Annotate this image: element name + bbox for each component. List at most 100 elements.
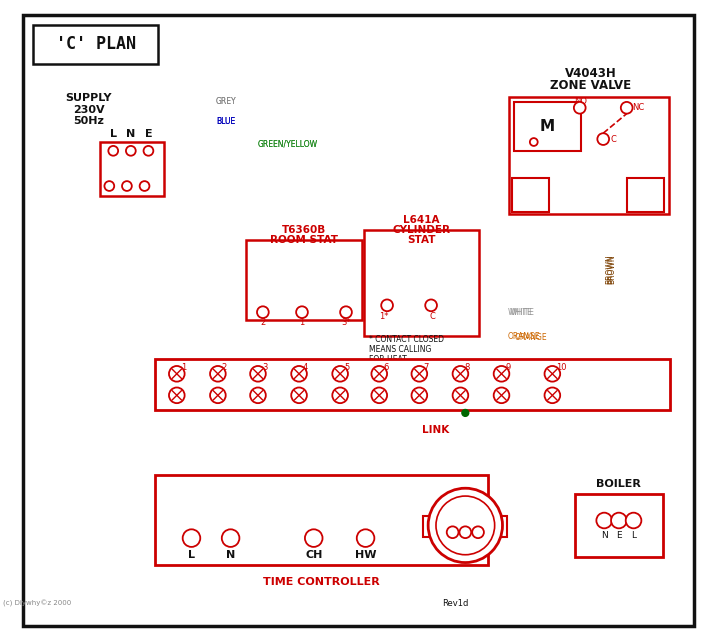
Text: 3*: 3* xyxy=(341,319,351,328)
Circle shape xyxy=(371,388,387,403)
Bar xyxy=(490,515,508,537)
Text: 1: 1 xyxy=(180,363,186,372)
Text: ZONE VALVE: ZONE VALVE xyxy=(550,79,631,92)
Text: WHITE: WHITE xyxy=(510,308,534,317)
Text: CH: CH xyxy=(305,550,322,560)
Circle shape xyxy=(436,496,495,554)
Circle shape xyxy=(472,526,484,538)
Circle shape xyxy=(291,388,307,403)
Text: C: C xyxy=(429,312,435,320)
Text: ORANGE: ORANGE xyxy=(508,332,540,341)
Circle shape xyxy=(545,388,560,403)
Bar xyxy=(33,24,158,63)
Text: T6360B: T6360B xyxy=(282,225,326,235)
Circle shape xyxy=(143,146,153,156)
Text: BOILER: BOILER xyxy=(597,479,642,489)
Circle shape xyxy=(453,366,468,381)
Circle shape xyxy=(625,513,642,528)
Circle shape xyxy=(305,529,322,547)
Text: 5: 5 xyxy=(344,363,350,372)
Circle shape xyxy=(453,388,468,403)
Circle shape xyxy=(108,146,118,156)
Circle shape xyxy=(250,366,266,381)
Circle shape xyxy=(105,181,114,191)
Circle shape xyxy=(530,138,538,146)
Circle shape xyxy=(545,366,560,381)
Circle shape xyxy=(459,526,471,538)
Bar xyxy=(246,240,362,320)
Bar xyxy=(100,142,164,196)
Text: GREEN/YELLOW: GREEN/YELLOW xyxy=(258,140,318,149)
Text: N: N xyxy=(601,531,607,540)
Text: PUMP: PUMP xyxy=(449,509,482,519)
Text: WHITE: WHITE xyxy=(508,308,532,317)
Text: CYLINDER: CYLINDER xyxy=(392,225,450,235)
Circle shape xyxy=(611,513,627,528)
Text: L: L xyxy=(110,129,117,139)
Circle shape xyxy=(126,146,135,156)
Text: GREEN/YELLOW: GREEN/YELLOW xyxy=(258,140,318,149)
Text: NO: NO xyxy=(574,97,587,106)
Text: L: L xyxy=(188,550,195,560)
Circle shape xyxy=(411,388,428,403)
Circle shape xyxy=(332,388,348,403)
Circle shape xyxy=(222,529,239,547)
Bar xyxy=(627,178,664,212)
Text: SUPPLY: SUPPLY xyxy=(65,93,112,103)
Bar xyxy=(155,474,488,565)
Circle shape xyxy=(574,102,585,113)
Text: LINK: LINK xyxy=(423,424,449,435)
Circle shape xyxy=(494,366,510,381)
Circle shape xyxy=(183,529,200,547)
Text: E: E xyxy=(145,129,152,139)
Text: TIME CONTROLLER: TIME CONTROLLER xyxy=(263,577,380,587)
Text: 7: 7 xyxy=(423,363,429,372)
Circle shape xyxy=(357,529,374,547)
Text: E: E xyxy=(463,540,468,549)
Text: STAT: STAT xyxy=(407,235,435,245)
Text: N: N xyxy=(449,540,456,549)
Text: 10: 10 xyxy=(556,363,567,372)
Text: MEANS CALLING: MEANS CALLING xyxy=(369,345,432,354)
Circle shape xyxy=(296,306,308,318)
Text: (c) Diywhy©z 2000: (c) Diywhy©z 2000 xyxy=(3,600,71,607)
Circle shape xyxy=(371,366,387,381)
Text: V4043H: V4043H xyxy=(564,67,616,80)
Circle shape xyxy=(446,526,458,538)
Circle shape xyxy=(332,366,348,381)
Text: BLUE: BLUE xyxy=(216,117,235,126)
Bar xyxy=(575,494,663,556)
Circle shape xyxy=(425,299,437,312)
Circle shape xyxy=(597,513,612,528)
Bar xyxy=(512,178,550,212)
Circle shape xyxy=(257,306,269,318)
Text: N: N xyxy=(226,550,235,560)
Circle shape xyxy=(210,388,226,403)
Text: M: M xyxy=(540,119,555,134)
Text: ORANGE: ORANGE xyxy=(515,333,547,342)
Text: 4: 4 xyxy=(303,363,308,372)
Circle shape xyxy=(428,488,503,563)
Circle shape xyxy=(462,410,469,417)
Circle shape xyxy=(411,366,428,381)
Text: * CONTACT CLOSED: * CONTACT CLOSED xyxy=(369,335,444,344)
Text: HW: HW xyxy=(355,550,376,560)
Circle shape xyxy=(169,366,185,381)
Bar xyxy=(155,359,670,410)
Bar xyxy=(515,102,581,151)
Circle shape xyxy=(494,388,510,403)
Text: ROOM STAT: ROOM STAT xyxy=(270,235,338,245)
Text: 2: 2 xyxy=(222,363,227,372)
Text: GREY: GREY xyxy=(216,97,237,106)
Circle shape xyxy=(381,299,393,312)
Bar xyxy=(364,230,479,336)
Text: N: N xyxy=(126,129,135,139)
Circle shape xyxy=(597,133,609,145)
Text: 8: 8 xyxy=(464,363,470,372)
Text: 3: 3 xyxy=(262,363,267,372)
Circle shape xyxy=(340,306,352,318)
Text: BROWN: BROWN xyxy=(605,254,614,284)
Text: 'C' PLAN: 'C' PLAN xyxy=(55,35,135,53)
Circle shape xyxy=(210,366,226,381)
Text: 50Hz: 50Hz xyxy=(73,117,104,126)
